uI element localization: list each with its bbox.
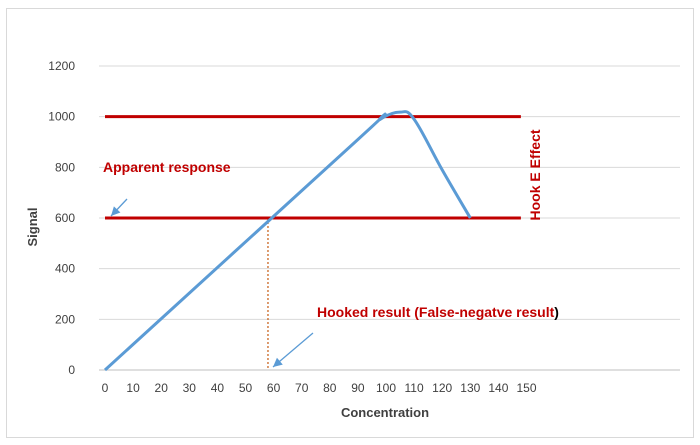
x-tick-label: 120 [432,381,452,395]
x-tick-label: 140 [488,381,508,395]
y-tick-label: 0 [68,363,75,377]
y-tick-label: 1200 [48,59,75,73]
hooked-result-close-paren: ) [554,304,559,320]
x-tick-label: 90 [351,381,365,395]
y-tick-label: 400 [55,262,75,276]
hook-effect-chart: 0 200 400 600 800 1000 1200 0 10 20 30 40 50 60 70 80 9… [25,59,680,420]
y-tick-label: 800 [55,160,75,174]
hooked-result-label: Hooked result (False-negatve result) [317,304,559,320]
x-tick-label: 10 [126,381,140,395]
x-tick-label: 70 [295,381,309,395]
x-tick-label: 110 [405,381,424,395]
apparent-response-arrow-head [111,206,121,216]
x-tick-label: 100 [376,381,396,395]
y-tick-labels: 0 200 400 600 800 1000 1200 [48,59,75,377]
apparent-response-arrow [110,198,128,217]
apparent-response-label: Apparent response [103,159,231,175]
x-axis-title: Concentration [341,405,429,420]
x-tick-label: 60 [267,381,281,395]
x-tick-label: 130 [460,381,480,395]
x-tick-label: 20 [155,381,169,395]
x-tick-label: 150 [516,381,536,395]
x-tick-label: 80 [323,381,337,395]
hooked-result-arrow-head [273,357,283,367]
y-tick-label: 200 [55,312,75,326]
chart-frame: 0 200 400 600 800 1000 1200 0 10 20 30 40 50 60 70 80 9… [6,8,694,438]
hooked-result-arrow [272,332,314,368]
hook-effect-label: Hook E Effect [527,129,543,220]
y-tick-label: 1000 [48,110,75,124]
hooked-result-text: Hooked result (False-negatve result [317,304,555,320]
y-axis-title: Signal [25,207,40,246]
x-tick-label: 40 [211,381,225,395]
x-tick-label: 30 [183,381,197,395]
reference-lines [105,115,521,220]
x-tick-label: 0 [102,381,109,395]
annotation-arrows [110,198,314,368]
x-tick-labels: 0 10 20 30 40 50 60 70 80 90 100 110 120 130 140 150 [102,381,537,395]
y-tick-label: 600 [55,211,75,225]
x-tick-label: 50 [239,381,253,395]
signal-series-line [103,110,472,372]
